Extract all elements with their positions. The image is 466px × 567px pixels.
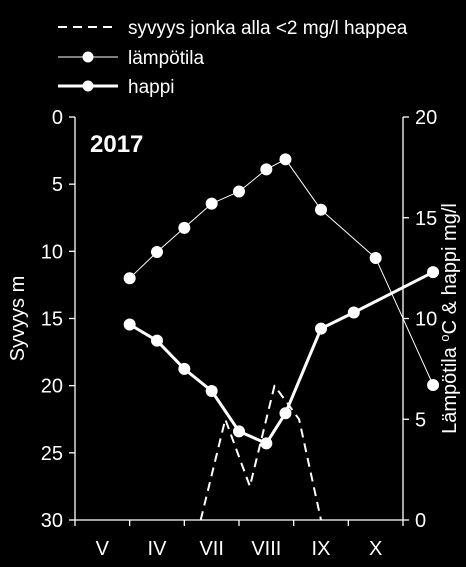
legend-marker <box>82 80 94 92</box>
data-point <box>347 306 360 319</box>
right-tick-label: 20 <box>415 107 437 129</box>
axes: 0 5 10 15 20 25 30 0 5 10 15 20 V IV VII VIII IX X Syvyys … <box>7 107 461 560</box>
data-point <box>279 153 292 166</box>
left-tick-label: 0 <box>52 107 63 129</box>
series-line <box>128 270 434 445</box>
x-tick-label: X <box>369 538 382 560</box>
y-left-axis-title: Syvyys m <box>7 276 29 362</box>
left-tick-label: 15 <box>41 309 63 331</box>
data-point <box>178 362 191 375</box>
data-point <box>233 425 245 438</box>
x-tick-label: IV <box>148 538 168 560</box>
y-right-axis-title: Lämpötila oC & happi mg/l <box>437 203 462 434</box>
data-point <box>123 272 136 285</box>
x-tick-label: V <box>96 538 110 560</box>
left-tick-label: 20 <box>41 376 63 398</box>
data-point <box>123 318 136 331</box>
data-point <box>315 203 327 216</box>
data-point <box>151 334 163 347</box>
data-point <box>151 246 163 259</box>
series-0 <box>199 384 322 521</box>
legend-marker <box>82 51 94 63</box>
data-point <box>427 378 440 391</box>
data-point <box>205 385 218 398</box>
right-tick-label: 10 <box>415 309 437 331</box>
left-tick-label: 25 <box>41 443 63 465</box>
left-tick-label: 5 <box>52 174 63 196</box>
y-right-axis-title-suffix: C & happi mg/l <box>439 203 461 334</box>
left-tick-label: 10 <box>41 241 63 263</box>
series-2 <box>123 266 440 450</box>
right-tick-label: 15 <box>415 208 437 230</box>
series-layer <box>123 153 440 521</box>
legend: syvyys jonka alla <2 mg/l happea lämpötil… <box>58 18 408 98</box>
data-point <box>260 163 273 176</box>
right-tick-label: 0 <box>415 510 426 532</box>
right-tick-label: 5 <box>415 409 426 431</box>
x-tick-label: IX <box>312 538 331 560</box>
legend-label: happi <box>128 77 175 98</box>
data-point <box>178 221 191 234</box>
data-point <box>205 197 218 210</box>
left-tick-label: 30 <box>41 510 63 532</box>
x-tick-label: VII <box>199 538 223 560</box>
data-point <box>427 266 440 279</box>
series-line <box>129 158 434 386</box>
data-point <box>260 437 273 450</box>
y-right-axis-title-prefix: Lämpötila <box>439 342 461 434</box>
y-right-axis-title-sup: o <box>437 334 452 341</box>
data-point <box>315 322 327 335</box>
data-point <box>279 407 292 420</box>
year-label: 2017 <box>90 131 143 158</box>
series-line <box>199 384 322 521</box>
data-point <box>233 185 245 198</box>
legend-label: syvyys jonka alla <2 mg/l happea <box>128 18 408 39</box>
legend-label: lämpötila <box>128 48 204 69</box>
series-1 <box>123 153 440 391</box>
data-point <box>369 252 382 265</box>
x-tick-label: VIII <box>251 538 281 560</box>
